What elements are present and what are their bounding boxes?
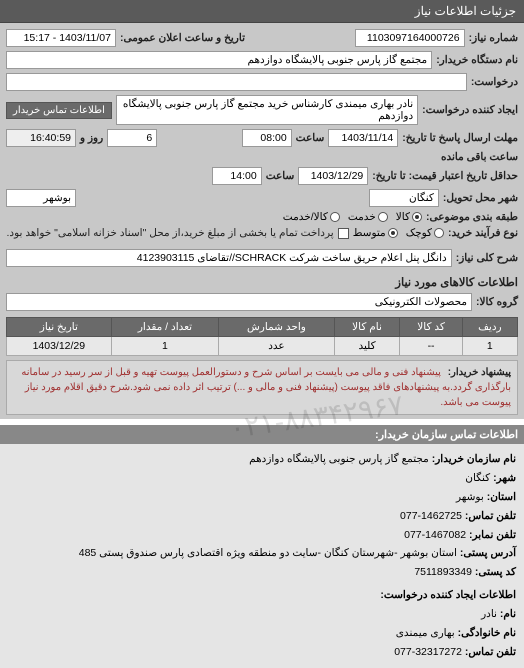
- buyer-label: نام دستگاه خریدار:: [436, 54, 518, 66]
- radio-goods-service[interactable]: کالا/خدمت: [283, 211, 340, 223]
- need-no-label: شماره نیاز:: [469, 32, 518, 44]
- address-value: استان بوشهر -شهرستان کنگان -سایت دو منطق…: [79, 547, 457, 559]
- category-label: طبقه بندی موضوعی:: [426, 211, 518, 223]
- table-cell: عدد: [219, 337, 334, 356]
- radio-dot-icon: [412, 212, 422, 222]
- table-header-cell: تاریخ نیاز: [7, 318, 112, 337]
- radio-small[interactable]: کوچک: [406, 227, 444, 239]
- table-header-cell: تعداد / مقدار: [111, 318, 219, 337]
- req-phone-label: تلفن تماس:: [465, 646, 516, 658]
- creator-field: نادر بهاری میمندی کارشناس خرید مجتمع گاز…: [116, 95, 418, 125]
- price-valid-time: 14:00: [212, 167, 262, 185]
- payment-note: پرداخت تمام یا بخشی از مبلغ خرید،از محل …: [7, 227, 334, 239]
- keywords-field: دانگل پنل اعلام حریق ساخت شرکت SCHRACK//…: [6, 249, 452, 267]
- remain-label: ساعت باقی مانده: [441, 151, 518, 163]
- city-value: کنگان: [465, 472, 490, 484]
- remain-time: 16:40:59: [6, 129, 76, 147]
- req-name-value: نادر: [481, 608, 497, 620]
- request-label: درخواست:: [471, 76, 518, 88]
- buyer-field: مجتمع گاز پارس جنوبی پالایشگاه دوازدهم: [6, 51, 432, 69]
- radio-medium[interactable]: متوسط: [353, 227, 398, 239]
- req-phone-value: 32317272-077: [394, 646, 462, 658]
- table-cell: --: [400, 337, 462, 356]
- postal-value: 7511893349: [414, 566, 472, 578]
- table-header-cell: کد کالا: [400, 318, 462, 337]
- deadline-send-time: 08:00: [242, 129, 292, 147]
- org-value: مجتمع گاز پارس جنوبی پالایشگاه دوازدهم: [249, 453, 429, 465]
- radio-goods[interactable]: کالا: [396, 211, 422, 223]
- payment-checkbox[interactable]: [338, 228, 349, 239]
- process-label: نوع فرآیند خرید:: [448, 227, 518, 239]
- days-count: 6: [107, 129, 157, 147]
- table-header-cell: نام کالا: [334, 318, 400, 337]
- group-label: گروه کالا:: [476, 296, 518, 308]
- buyer-note-text: پیشنهاد فنی و مالی می بایست بر اساس شرح …: [21, 367, 511, 408]
- req-name-label: نام:: [500, 608, 516, 620]
- contact-panel: نام سازمان خریدار: مجتمع گاز پارس جنوبی …: [0, 444, 524, 668]
- address-label: آدرس پستی:: [460, 547, 516, 559]
- table-row: 1--کلیدعدد11403/12/29: [7, 337, 518, 356]
- requester-section-title: اطلاعات ایجاد کننده درخواست:: [380, 589, 516, 601]
- phone-value: 1462725-077: [400, 510, 462, 522]
- req-family-value: بهاری میمندی: [396, 627, 455, 639]
- group-field: محصولات الکترونیکی: [6, 293, 472, 311]
- items-table: ردیفکد کالانام کالاواحد شمارشتعداد / مقد…: [6, 317, 518, 356]
- keywords-label: شرح کلی نیاز:: [456, 252, 518, 264]
- table-cell: کلید: [334, 337, 400, 356]
- contact-section-title: اطلاعات تماس سازمان خریدار:: [0, 425, 524, 444]
- table-header-row: ردیفکد کالانام کالاواحد شمارشتعداد / مقد…: [7, 318, 518, 337]
- org-label: نام سازمان خریدار:: [432, 453, 516, 465]
- announce-label: تاریخ و ساعت اعلان عمومی:: [120, 32, 245, 44]
- form-panel: شماره نیاز: 1103097164000726 تاریخ و ساع…: [0, 23, 524, 419]
- delivery-city-1: کنگان: [369, 189, 439, 207]
- radio-dot-icon: [434, 228, 444, 238]
- province-value: بوشهر: [456, 491, 484, 503]
- page-header: جزئیات اطلاعات نیاز: [0, 0, 524, 23]
- time-label-2: ساعت: [266, 170, 295, 182]
- radio-dot-icon: [388, 228, 398, 238]
- radio-dot-icon: [378, 212, 388, 222]
- delivery-city-label: شهر محل تحویل:: [443, 192, 518, 204]
- announce-field: 1403/11/07 - 15:17: [6, 29, 116, 47]
- category-radio-group: کالا خدمت کالا/خدمت: [283, 211, 422, 223]
- days-label: روز و: [80, 132, 103, 144]
- deadline-send-label: مهلت ارسال پاسخ تا تاریخ:: [402, 132, 518, 144]
- phone-label: تلفن تماس:: [465, 510, 516, 522]
- time-label-1: ساعت: [296, 132, 325, 144]
- province-label: استان:: [487, 491, 516, 503]
- deadline-send-date: 1403/11/14: [328, 129, 398, 147]
- fax-label: تلفن نمابر:: [469, 529, 516, 541]
- price-valid-label: حداقل تاریخ اعتبار قیمت: تا تاریخ:: [372, 170, 518, 182]
- radio-service[interactable]: خدمت: [348, 211, 388, 223]
- request-field: [6, 73, 467, 91]
- delivery-city-2: بوشهر: [6, 189, 76, 207]
- req-family-label: نام خانوادگی:: [458, 627, 516, 639]
- city-label: شهر:: [493, 472, 516, 484]
- fax-value: 1467082-077: [404, 529, 466, 541]
- table-header-cell: واحد شمارش: [219, 318, 334, 337]
- contact-buyer-button[interactable]: اطلاعات تماس خریدار: [6, 102, 112, 119]
- table-cell: 1: [111, 337, 219, 356]
- table-header-cell: ردیف: [462, 318, 517, 337]
- items-section-title: اطلاعات کالاهای مورد نیاز: [395, 275, 518, 289]
- process-radio-group: کوچک متوسط: [353, 227, 444, 239]
- table-cell: 1403/12/29: [7, 337, 112, 356]
- postal-label: کد پستی:: [475, 566, 516, 578]
- buyer-note-label: پیشنهاد خریدار:: [448, 365, 511, 380]
- page-title: جزئیات اطلاعات نیاز: [415, 4, 516, 18]
- price-valid-date: 1403/12/29: [298, 167, 368, 185]
- buyer-note-box: پیشنهاد خریدار: پیشنهاد فنی و مالی می با…: [6, 360, 518, 415]
- creator-label: ایجاد کننده درخواست:: [422, 104, 518, 116]
- need-no-field: 1103097164000726: [355, 29, 465, 47]
- table-cell: 1: [462, 337, 517, 356]
- radio-dot-icon: [330, 212, 340, 222]
